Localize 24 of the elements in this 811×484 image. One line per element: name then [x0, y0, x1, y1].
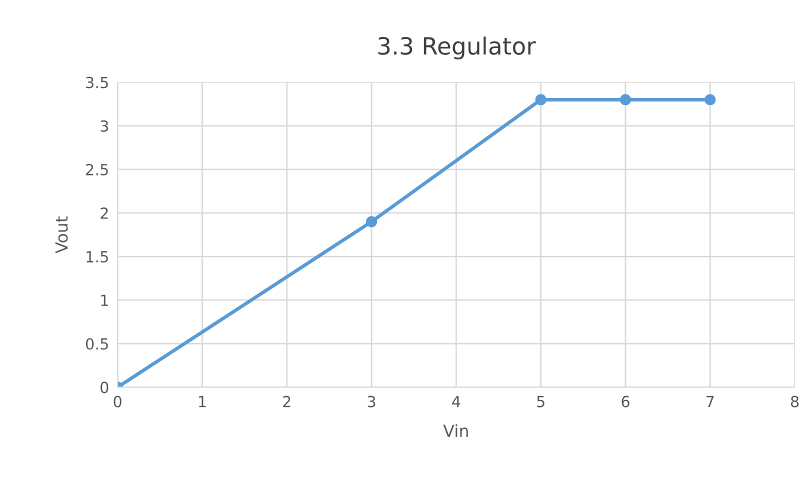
point: [535, 94, 546, 106]
y-tick-label: 2.5: [86, 164, 108, 176]
x-tick-label: 8: [790, 396, 799, 408]
y-axis-title: Vout: [55, 216, 68, 254]
y-tick-label: 1: [101, 294, 108, 306]
x-tick-label: 2: [283, 396, 290, 408]
x-tick-label: 0: [114, 396, 122, 408]
x-tick-label: 1: [199, 396, 206, 408]
x-tick-label: 4: [452, 396, 460, 408]
y-tick-label: 1.5: [86, 251, 108, 263]
y-tick-label: 2: [100, 207, 108, 219]
x-tick-label: 6: [622, 396, 630, 408]
y-tick-label: 3: [100, 120, 108, 132]
x-tick-label: 5: [537, 396, 544, 408]
y-tick-label: 0: [100, 382, 108, 394]
point: [620, 94, 632, 106]
x-axis-title: Vin: [443, 424, 468, 437]
y-tick-label: 0.5: [86, 338, 108, 350]
chart-title: 3.3 Regulator: [378, 36, 536, 60]
y-tick-label: 3.5: [86, 76, 108, 88]
point: [366, 216, 378, 228]
point: [704, 94, 716, 106]
x-tick-label: 7: [706, 396, 714, 408]
x-tick-label: 3: [368, 396, 376, 408]
